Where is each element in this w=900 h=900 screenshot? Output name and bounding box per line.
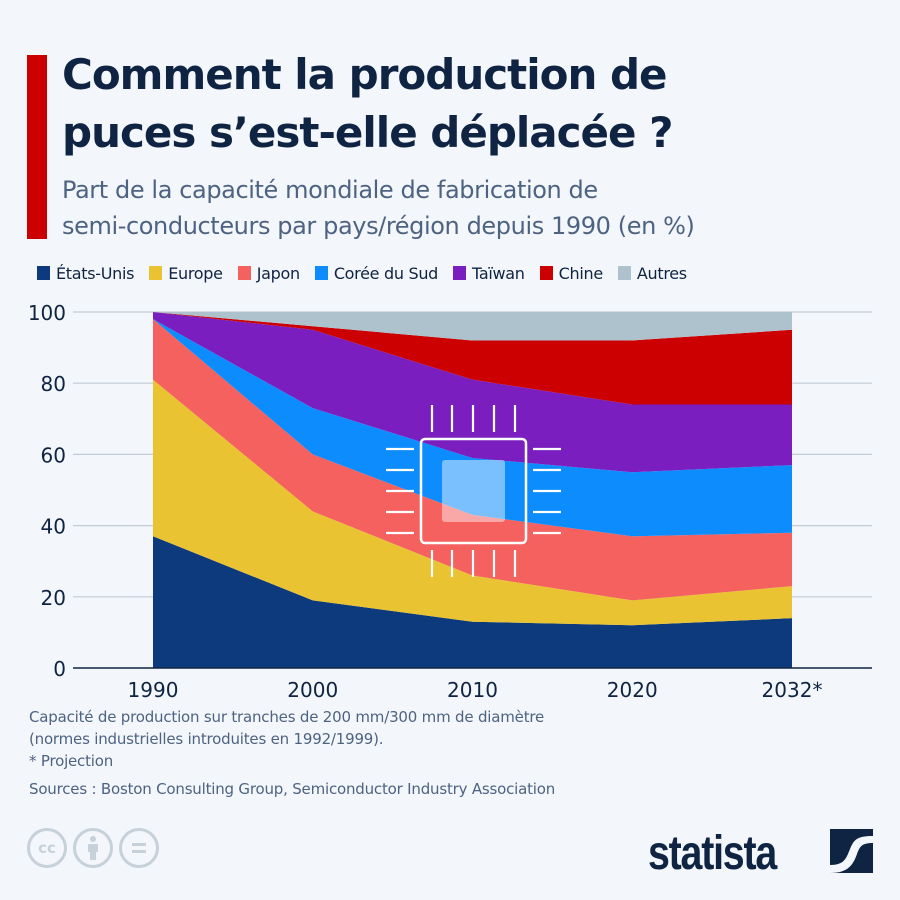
legend-item-japon: Japon <box>237 263 300 283</box>
equals-glyph <box>132 843 146 853</box>
chart-legend: États-Unis Europe Japon Corée du Sud Taï… <box>37 262 702 284</box>
note-line-1: Capacité de production sur tranches de 2… <box>29 708 545 726</box>
y-tick-label: 0 <box>53 657 66 681</box>
legend-swatch-japon <box>237 266 251 280</box>
statista-logo[interactable]: statista <box>648 826 873 881</box>
legend-label: Corée du Sud <box>333 263 439 283</box>
x-tick-label: 1990 <box>128 678 179 700</box>
legend-item-autres: Autres <box>617 263 687 283</box>
brand-name: statista <box>648 827 777 880</box>
legend-item-europe: Europe <box>149 263 223 283</box>
chip-die <box>442 460 505 522</box>
chip-pins <box>386 405 561 577</box>
legend-item-chine: Chine <box>539 263 604 283</box>
area-etats-unis <box>153 536 792 668</box>
projection-note: * Projection <box>29 752 114 770</box>
area-europe <box>153 379 792 626</box>
x-tick-label: 2000 <box>287 678 338 700</box>
legend-label: Chine <box>558 263 604 283</box>
legend-label: Japon <box>256 263 300 283</box>
y-tick-label: 100 <box>28 301 66 325</box>
y-tick-label: 80 <box>41 372 66 396</box>
legend-item-etats-unis: États-Unis <box>37 263 135 283</box>
chip-icon <box>386 405 561 577</box>
area-chine <box>153 312 792 405</box>
y-tick-label: 60 <box>41 443 66 467</box>
area-coree-du-sud <box>153 319 792 537</box>
title-accent-bar <box>27 55 47 239</box>
license-icons[interactable]: cc <box>27 828 165 868</box>
legend-swatch-europe <box>149 266 163 280</box>
cc-icon[interactable]: cc <box>27 828 67 868</box>
attribution-icon[interactable] <box>73 828 113 868</box>
person-glyph <box>88 836 98 860</box>
legend-label: Autres <box>636 263 687 283</box>
legend-item-coree-du-sud: Corée du Sud <box>314 263 439 283</box>
title-line-1: Comment la production de <box>62 50 668 99</box>
x-tick-label: 2020 <box>607 678 658 700</box>
legend-label: États-Unis <box>56 263 135 283</box>
title-line-2: puces s’est-elle déplacée ? <box>62 108 674 157</box>
chip-body <box>419 437 528 545</box>
legend-item-taiwan: Taïwan <box>453 264 525 283</box>
legend-label: Taïwan <box>472 263 525 283</box>
chart-title: Comment la production de puces s’est-ell… <box>62 46 882 162</box>
legend-label: Europe <box>168 263 223 283</box>
no-derivatives-icon[interactable] <box>119 828 159 868</box>
legend-swatch-taiwan <box>453 266 467 280</box>
note-line-2: (normes industrielles introduites en 199… <box>29 730 384 748</box>
statista-logo-icon <box>830 829 873 873</box>
y-tick-label: 20 <box>41 586 66 610</box>
x-tick-label: 2032* <box>762 678 823 700</box>
cc-label: cc <box>38 839 56 857</box>
sources-note[interactable]: Sources : Boston Consulting Group, Semic… <box>29 780 556 798</box>
y-tick-label: 40 <box>41 515 66 539</box>
legend-swatch-coree-du-sud <box>314 266 328 280</box>
chart-subtitle: Part de la capacité mondiale de fabricat… <box>62 172 882 244</box>
area-taiwan <box>153 312 792 473</box>
stacked-area-chart: 0 20 40 60 80 100 1990 2000 2010 2020 2032* <box>28 301 872 700</box>
legend-swatch-etats-unis <box>37 266 50 280</box>
legend-swatch-chine <box>539 266 553 280</box>
subtitle-line-1: Part de la capacité mondiale de fabricat… <box>62 176 598 204</box>
x-tick-label: 2010 <box>447 678 498 700</box>
chart-notes: Capacité de production sur tranches de 2… <box>29 706 555 800</box>
legend-swatch-autres <box>617 266 631 280</box>
axes: 0 20 40 60 80 100 1990 2000 2010 2020 2032* <box>28 301 872 700</box>
area-autres <box>153 312 792 341</box>
subtitle-line-2: semi-conducteurs par pays/région depuis … <box>62 212 695 240</box>
